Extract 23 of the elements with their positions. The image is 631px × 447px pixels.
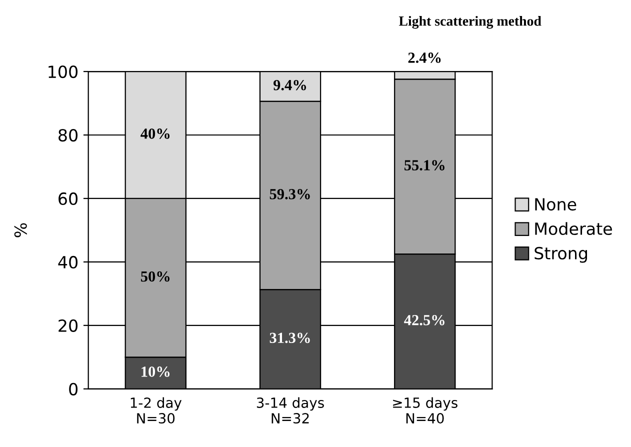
chart-title: Light scattering method xyxy=(398,16,542,29)
x-tick-label: 1-2 day N=30 xyxy=(130,397,182,424)
data-label: 42.5% xyxy=(404,314,444,326)
y-tick-label: 80 xyxy=(58,128,78,142)
y-tick-label: 40 xyxy=(58,256,78,269)
data-label: 55.1% xyxy=(404,160,444,170)
data-label: 59.3% xyxy=(270,188,310,200)
y-tick-label: 20 xyxy=(58,319,78,332)
data-label: 10% xyxy=(142,366,170,377)
data-label: 9.4% xyxy=(273,80,306,90)
y-tick-label: 100 xyxy=(48,65,78,78)
data-label: 31.3% xyxy=(270,332,310,344)
y-axis-title: % xyxy=(14,223,27,238)
legend-label: None xyxy=(535,198,576,211)
y-tick-label: 0 xyxy=(69,382,78,396)
data-label: 40% xyxy=(140,128,170,139)
data-label: 2.4% xyxy=(408,52,441,63)
legend-label: Strong xyxy=(534,246,588,263)
y-tick-label: 60 xyxy=(58,192,78,206)
x-tick-label: 3-14 days N=32 xyxy=(256,397,324,424)
legend-label: Moderate xyxy=(535,222,612,236)
data-label: 50% xyxy=(140,271,170,282)
x-tick-label: ≥15 days N=40 xyxy=(393,397,458,424)
